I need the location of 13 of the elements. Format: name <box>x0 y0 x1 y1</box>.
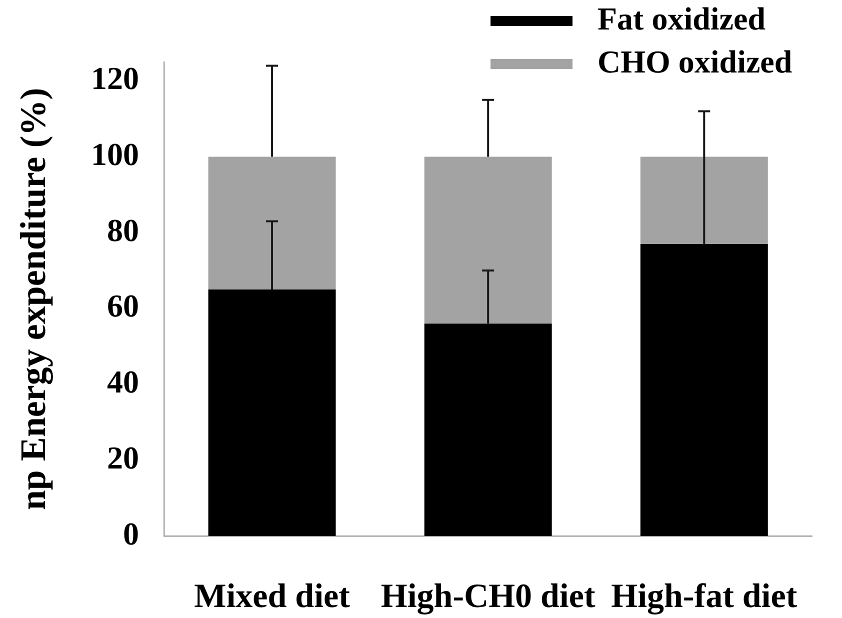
y-tick-label: 0 <box>123 515 139 552</box>
y-tick-label: 60 <box>107 288 139 324</box>
y-tick-label: 100 <box>91 136 139 172</box>
legend-label: CHO oxidized <box>598 43 792 80</box>
y-tick-label: 80 <box>107 212 139 248</box>
x-tick-label: Mixed diet <box>194 578 351 616</box>
y-tick-label: 40 <box>107 364 139 400</box>
y-tick-label: 20 <box>107 439 139 476</box>
y-tick-label: 120 <box>91 60 139 96</box>
legend-label: Fat oxidized <box>598 0 766 36</box>
x-tick-label: High-CH0 diet <box>380 578 596 616</box>
x-tick-label: High-fat diet <box>611 578 798 616</box>
y-axis-title: np Energy expenditure (%) <box>12 88 53 510</box>
